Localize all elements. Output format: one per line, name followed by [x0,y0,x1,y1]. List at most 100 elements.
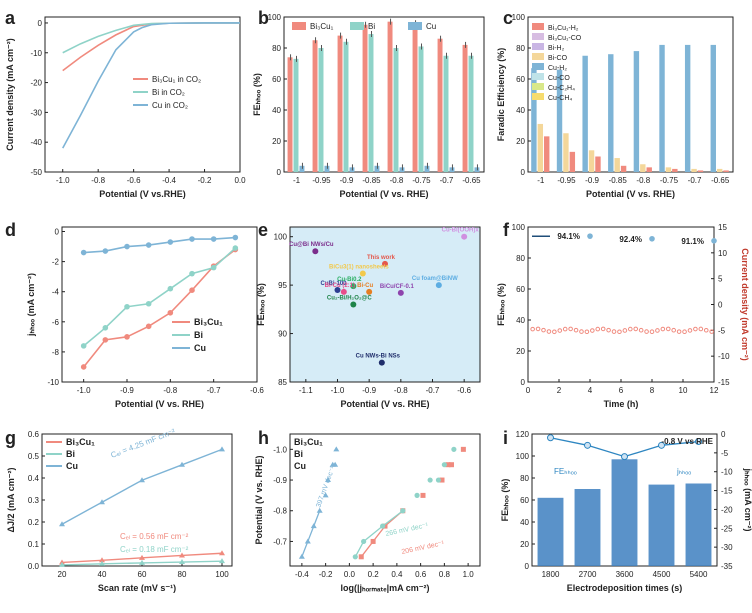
panel-f-current-point [552,329,557,335]
panel-f-fe-label: 91.1% [681,237,704,246]
panel-c-bar [640,164,646,172]
panel-letter-i: i [503,428,508,448]
panel-f-xtick-label: 2 [557,386,562,395]
panel-b-bar [299,165,305,172]
panel-f-ylabel2: Current density (mA cm⁻²) [740,248,750,360]
panel-c-xtick-label: -0.8 [636,176,650,185]
panel-f-current-point [665,326,671,332]
panel-h-point [435,477,442,483]
panel-d-xtick-label: -0.8 [163,386,177,395]
panel-f-current-point [535,326,541,332]
panel-c-legend-label: Bi-H₂ [548,45,565,52]
panel-g-point [179,552,185,558]
panel-c-bar [659,44,665,172]
panel-h-tafel-label: 266 mV dec⁻¹ [385,522,430,538]
panel-b-legend-swatch [292,22,306,30]
panel-c-xtick-label: -0.65 [711,176,730,185]
panel-e-point-label: Cu NWs-Bi NSs [356,354,401,360]
panel-h-tafel-line [360,510,404,558]
panel-i-j-label: jₕₕₒₒ [676,467,691,476]
panel-letter-g: g [5,428,16,448]
panel-d-series-line [83,247,236,347]
panel-c-legend-label: Bi-CO [548,55,568,62]
panel-letter-d: d [5,220,16,240]
panel-i-bar [648,484,675,566]
panel-c-legend-swatch [532,73,544,80]
panel-i-j-point [584,441,591,449]
panel-c-legend-swatch [532,43,544,50]
panel-d-point [102,325,109,331]
panel-h-point [441,462,447,468]
panel-c-bar [684,44,691,172]
panel-a-series-line [62,22,240,72]
panel-f-right-ytick-label: -15 [718,378,730,387]
panel-h-ytick-label: -1.0 [273,445,287,454]
panel-h-frame [289,433,481,567]
panel-h-ylabel: Potential (V vs. RHE) [254,455,264,544]
panel-h-point [414,492,420,498]
panel-d-point [102,248,109,254]
panel-g-xtick-label: 100 [215,570,229,579]
panel-b-ylabel: FEₕₕₒₒ (%) [252,73,262,116]
panel-b-bar [343,41,349,172]
panel-d-point [80,249,87,256]
panel-d-ytick-label: -8 [52,348,60,357]
panel-b-xtick-label: -1 [293,176,301,185]
panel-g-ytick-label: 0.4 [28,474,40,483]
panel-g-annotation: Cₑₗ = 0.56 mF cm⁻² [120,532,189,541]
panel-d-point [167,309,174,316]
panel-c-ytick-label: 60 [516,75,525,84]
panel-f-ytick-label: 100 [512,223,526,232]
panel-a-xtick-label: -0.2 [198,176,212,185]
panel-c-bar [544,136,550,172]
panel-i-right-ytick-label: 0 [721,430,726,439]
panel-c-ytick-label: 20 [516,137,525,146]
panel-c-bar [716,168,723,172]
panel-b-xtick-label: -0.65 [462,176,481,185]
panel-g-point [179,559,185,565]
panel-c-xtick-label: -1 [537,176,545,185]
panel-c-legend-swatch [532,23,544,30]
panel-h-point [439,477,445,483]
panel-i-ylabel2: jₕₕₒₒ (mA cm⁻²) [743,467,752,531]
panel-a-legend-label: Bi in CO₂ [152,88,185,97]
panel-f-current-point [611,329,617,334]
panel-i-right-ytick-label: -10 [721,468,733,477]
panel-e-ytick-label: 95 [278,281,287,290]
panel-i-xlabel: Electrodeposition times (s) [567,583,683,593]
panel-f-current-point [628,326,633,332]
panel-a-series-line [62,22,240,149]
panel-g-ytick-label: 0.0 [28,562,40,571]
panel-h-legend-label: Bi [294,449,303,459]
panel-c-bar [620,165,627,172]
panel-a-xlabel: Potential (V vs.RHE) [99,189,186,199]
panel-d-ytick-label: -6 [52,318,60,327]
panel-b-bar [318,48,324,172]
panel-f-current-point [595,326,601,332]
panel-f-right-ytick-label: 0 [718,301,723,310]
panel-e-point [382,260,388,267]
panel-b-bar [368,34,374,172]
panel-c-ytick-label: 80 [516,44,525,53]
panel-e-point [397,289,404,296]
panel-i-bar [574,489,601,566]
panel-e-point [435,282,442,289]
panel-h-xtick-label: 0.4 [391,570,403,579]
panel-i-j-point [547,434,554,442]
panel-a-ytick-label: 0 [38,19,43,28]
panel-b-ytick-label: 40 [272,106,281,115]
panel-c-bar [595,156,601,172]
panel-b-bar [287,57,293,172]
panel-f-current-point [622,328,628,333]
panel-h-point [332,461,339,467]
panel-i-right-ytick-label: -15 [721,487,733,496]
panel-letter-c: c [503,8,513,28]
panel-h-point [427,477,433,483]
panel-b-xlabel: Potential (V vs. RHE) [339,189,428,199]
panel-f-fe-label: 92.4% [619,235,642,244]
panel-d-point [80,364,87,370]
panel-c-bar [691,168,697,172]
panel-c-ytick-label: 40 [516,106,525,115]
panel-b-legend-swatch [350,22,364,30]
panel-h-point [460,446,466,452]
